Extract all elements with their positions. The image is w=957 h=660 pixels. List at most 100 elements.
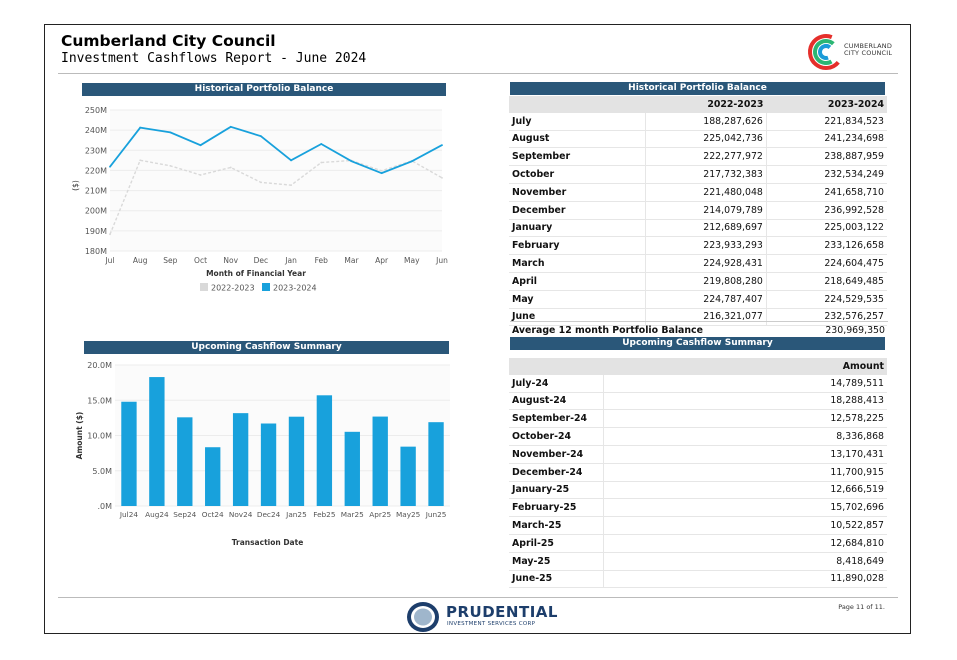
header-divider [58, 73, 898, 74]
value-2023-2024-cell: 238,887,959 [766, 147, 887, 167]
amount-cell: 14,789,511 [603, 374, 887, 393]
bar-May25 [400, 446, 416, 506]
month-cell: July-24 [509, 374, 605, 393]
table-header-month [509, 96, 646, 113]
amount-cell: 13,170,431 [603, 445, 887, 464]
bar-Oct24 [205, 447, 221, 506]
data-point [199, 144, 202, 147]
table-row: September 222,277,972 238,887,959 [509, 147, 887, 167]
data-point [441, 176, 443, 179]
amount-cell: 12,684,810 [603, 534, 887, 553]
amount-cell: 8,336,868 [603, 427, 887, 446]
amount-cell: 11,700,915 [603, 463, 887, 482]
data-point [139, 159, 142, 162]
prudential-brand: PRUDENTIAL [446, 603, 558, 621]
x-tick-label: Dec24 [257, 510, 281, 519]
month-cell: January [509, 219, 647, 238]
value-2022-2023-cell: 224,928,431 [645, 254, 767, 273]
y-axis-label: Amount ($) [75, 412, 84, 460]
x-tick-label: Jul [104, 256, 114, 265]
table-row: December 214,079,789 236,992,528 [509, 201, 887, 220]
value-2023-2024-cell: 241,234,698 [766, 130, 887, 149]
upcoming-cashflow-bar-chart: .0M 5.0M 10.0M 15.0M 20.0M Jul24 Aug24 Sep24 Oct… [75, 361, 450, 547]
y-tick-label: 230M [85, 146, 107, 155]
value-2022-2023-cell: 219,808,280 [645, 272, 767, 291]
data-point [229, 125, 232, 128]
x-tick-label: Oct24 [202, 510, 224, 519]
x-tick-label: Nov [223, 256, 238, 265]
y-tick-label: 20.0M [87, 361, 112, 370]
cumberland-logo [808, 34, 844, 70]
data-point [260, 135, 262, 138]
value-2022-2023-cell: 214,079,789 [645, 201, 767, 220]
legend-label: 2022-2023 [211, 284, 255, 293]
table-row: April 219,808,280 218,649,485 [509, 272, 887, 291]
month-cell: January-25 [509, 481, 605, 500]
value-2023-2024-cell: 241,658,710 [766, 183, 887, 202]
data-point [350, 160, 353, 163]
x-tick-label: Nov24 [229, 510, 253, 519]
legend-swatch [200, 283, 208, 291]
logo-wordmark: CUMBERLAND CITY COUNCIL [844, 43, 892, 57]
footer-divider [58, 597, 898, 598]
amount-cell: 8,418,649 [603, 552, 887, 571]
series-line-2023-2024 [109, 125, 443, 175]
series-line-2022-2023 [109, 159, 443, 235]
y-tick-label: 240M [85, 126, 107, 135]
month-cell: September [509, 147, 647, 167]
table-row: July-24 14,789,511 [509, 374, 887, 393]
historical-table-title: Historical Portfolio Balance [510, 82, 885, 95]
x-tick-label: Aug [133, 256, 148, 265]
table-row: February-25 15,702,696 [509, 498, 887, 518]
x-tick-label: Feb [315, 256, 329, 265]
table-row: March-25 10,522,857 [509, 516, 887, 535]
x-tick-label: Mar25 [341, 510, 364, 519]
table-header-month [509, 358, 604, 375]
x-tick-label: Dec [254, 256, 269, 265]
month-cell: December-24 [509, 463, 605, 482]
data-point [109, 233, 111, 236]
plot-area [110, 110, 442, 251]
logo-line-1: CUMBERLAND [844, 42, 893, 50]
logo-line-2: CITY COUNCIL [844, 49, 893, 57]
data-point [260, 181, 262, 184]
table-row: October-24 8,336,868 [509, 427, 887, 446]
month-cell: June-25 [509, 570, 605, 589]
data-point [169, 131, 172, 134]
table-header-2022-2023: 2022-2023 [645, 96, 767, 113]
value-2022-2023-cell: 222,277,972 [645, 147, 767, 167]
bar-Jun25 [428, 422, 444, 506]
x-tick-label: May25 [396, 510, 420, 519]
x-tick-label: May [404, 256, 420, 265]
month-cell: April [509, 272, 647, 291]
bar-Nov24 [232, 413, 249, 506]
cashflow-table-title: Upcoming Cashflow Summary [510, 337, 885, 350]
legend-label: 2023-2024 [273, 284, 317, 293]
amount-cell: 15,702,696 [603, 498, 887, 518]
data-point [320, 143, 323, 145]
value-2022-2023-cell: 221,480,048 [645, 183, 767, 202]
y-tick-label: 180M [85, 247, 107, 256]
table-header-amount: Amount [603, 358, 887, 375]
amount-cell: 12,578,225 [603, 409, 887, 429]
data-point [199, 174, 202, 176]
average-balance-value: 230,969,350 [825, 325, 885, 336]
data-point [290, 184, 292, 187]
data-point [139, 126, 142, 129]
amount-cell: 18,288,413 [603, 392, 887, 411]
value-2022-2023-cell: 217,732,383 [645, 165, 767, 184]
month-cell: December [509, 201, 647, 220]
x-tick-label: Jan25 [285, 510, 307, 519]
month-cell: March [509, 254, 647, 273]
data-point [229, 166, 232, 169]
value-2022-2023-cell: 212,689,697 [645, 219, 767, 238]
y-tick-label: 5.0M [92, 467, 112, 476]
data-point [320, 161, 323, 164]
month-cell: April-25 [509, 534, 605, 553]
x-tick-label: Jul24 [119, 510, 138, 519]
x-axis-label: Transaction Date [232, 538, 304, 547]
table-row: May 224,787,407 224,529,535 [509, 290, 887, 309]
table-row: October 217,732,383 232,534,249 [509, 165, 887, 184]
table-row: January 212,689,697 225,003,122 [509, 219, 887, 238]
x-tick-label: Jun25 [425, 510, 447, 519]
